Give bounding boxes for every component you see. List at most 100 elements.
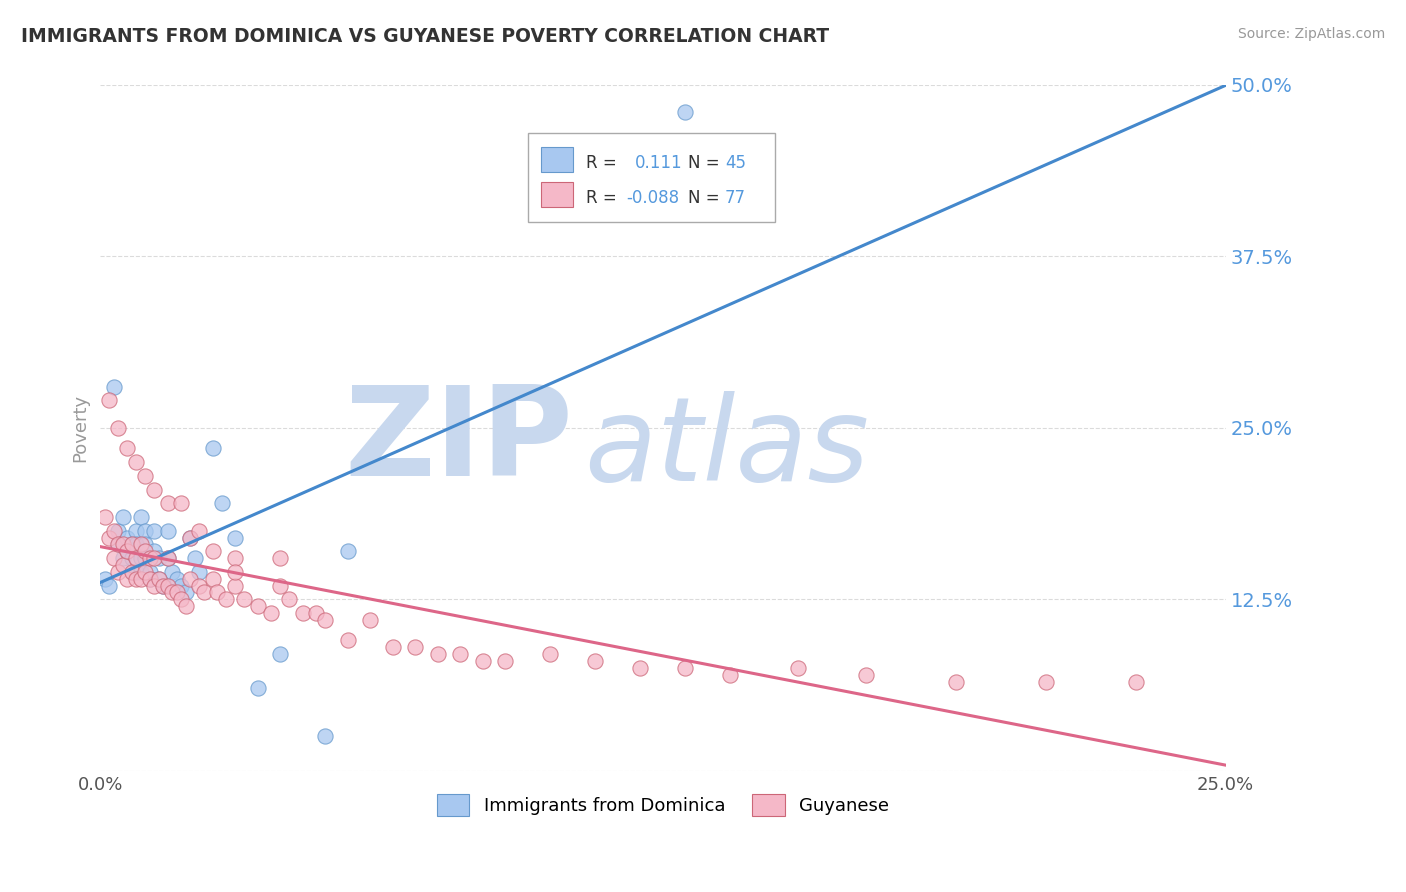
Guyanese — [170, 592, 193, 607]
Text: IMMIGRANTS FROM DOMINICA VS GUYANESE POVERTY CORRELATION CHART: IMMIGRANTS FROM DOMINICA VS GUYANESE POV… — [21, 27, 830, 45]
Immigrants from Dominica — [336, 544, 359, 558]
Guyanese — [269, 551, 291, 566]
Text: N =: N = — [688, 189, 720, 207]
Immigrants from Dominica — [148, 551, 170, 566]
Immigrants from Dominica — [156, 524, 179, 538]
Guyanese — [129, 572, 152, 586]
Immigrants from Dominica — [103, 379, 125, 393]
Guyanese — [117, 442, 139, 456]
Guyanese — [585, 654, 607, 668]
Immigrants from Dominica — [111, 551, 134, 566]
Guyanese — [201, 572, 224, 586]
Guyanese — [166, 585, 188, 599]
Guyanese — [278, 592, 301, 607]
Immigrants from Dominica — [314, 730, 336, 744]
Immigrants from Dominica — [201, 442, 224, 456]
Guyanese — [471, 654, 494, 668]
Guyanese — [107, 565, 129, 579]
Guyanese — [224, 565, 246, 579]
Guyanese — [121, 565, 143, 579]
Guyanese — [260, 606, 283, 620]
Text: R =: R = — [586, 189, 617, 207]
Immigrants from Dominica — [129, 565, 152, 579]
Guyanese — [174, 599, 197, 613]
Immigrants from Dominica — [143, 544, 166, 558]
Guyanese — [134, 544, 156, 558]
Guyanese — [156, 496, 179, 510]
Guyanese — [98, 531, 121, 545]
Guyanese — [945, 674, 967, 689]
Guyanese — [134, 468, 156, 483]
Guyanese — [359, 613, 381, 627]
Immigrants from Dominica — [148, 572, 170, 586]
Text: Source: ZipAtlas.com: Source: ZipAtlas.com — [1237, 27, 1385, 41]
Guyanese — [426, 647, 449, 661]
Immigrants from Dominica — [121, 551, 143, 566]
Text: N =: N = — [688, 154, 720, 172]
FancyBboxPatch shape — [527, 133, 776, 222]
Immigrants from Dominica — [143, 524, 166, 538]
Legend: Immigrants from Dominica, Guyanese: Immigrants from Dominica, Guyanese — [429, 787, 897, 823]
Y-axis label: Poverty: Poverty — [72, 393, 89, 462]
Guyanese — [152, 578, 174, 592]
Immigrants from Dominica — [107, 524, 129, 538]
Guyanese — [291, 606, 314, 620]
Immigrants from Dominica — [125, 565, 148, 579]
Guyanese — [179, 572, 201, 586]
Guyanese — [381, 640, 404, 655]
Immigrants from Dominica — [134, 524, 156, 538]
Text: 77: 77 — [725, 189, 745, 207]
Guyanese — [107, 537, 129, 551]
Guyanese — [188, 524, 211, 538]
Guyanese — [162, 585, 184, 599]
Guyanese — [143, 483, 166, 497]
Guyanese — [207, 585, 229, 599]
Immigrants from Dominica — [179, 531, 201, 545]
Immigrants from Dominica — [94, 572, 117, 586]
Guyanese — [215, 592, 238, 607]
Guyanese — [125, 455, 148, 469]
Immigrants from Dominica — [139, 565, 162, 579]
Text: 45: 45 — [725, 154, 745, 172]
Guyanese — [121, 537, 143, 551]
Immigrants from Dominica — [224, 531, 246, 545]
FancyBboxPatch shape — [541, 147, 574, 172]
Immigrants from Dominica — [121, 537, 143, 551]
Guyanese — [269, 578, 291, 592]
Immigrants from Dominica — [675, 105, 697, 120]
FancyBboxPatch shape — [541, 182, 574, 207]
Immigrants from Dominica — [139, 572, 162, 586]
Text: R =: R = — [586, 154, 617, 172]
Guyanese — [98, 393, 121, 408]
Guyanese — [224, 551, 246, 566]
Immigrants from Dominica — [156, 551, 179, 566]
Guyanese — [107, 421, 129, 435]
Guyanese — [148, 572, 170, 586]
Text: 0.111: 0.111 — [636, 154, 682, 172]
Guyanese — [156, 578, 179, 592]
Text: ZIP: ZIP — [344, 381, 574, 502]
Guyanese — [103, 524, 125, 538]
Guyanese — [233, 592, 256, 607]
Immigrants from Dominica — [134, 551, 156, 566]
Guyanese — [855, 667, 877, 681]
Immigrants from Dominica — [170, 578, 193, 592]
Text: atlas: atlas — [585, 392, 869, 506]
Guyanese — [336, 633, 359, 648]
Guyanese — [129, 537, 152, 551]
Guyanese — [143, 551, 166, 566]
Guyanese — [111, 537, 134, 551]
Guyanese — [156, 551, 179, 566]
Immigrants from Dominica — [117, 531, 139, 545]
Immigrants from Dominica — [188, 565, 211, 579]
Guyanese — [170, 496, 193, 510]
Immigrants from Dominica — [174, 585, 197, 599]
Guyanese — [314, 613, 336, 627]
Immigrants from Dominica — [184, 551, 207, 566]
Guyanese — [787, 661, 810, 675]
Immigrants from Dominica — [129, 551, 152, 566]
Guyanese — [139, 572, 162, 586]
Immigrants from Dominica — [162, 565, 184, 579]
Immigrants from Dominica — [246, 681, 269, 696]
Guyanese — [111, 558, 134, 572]
